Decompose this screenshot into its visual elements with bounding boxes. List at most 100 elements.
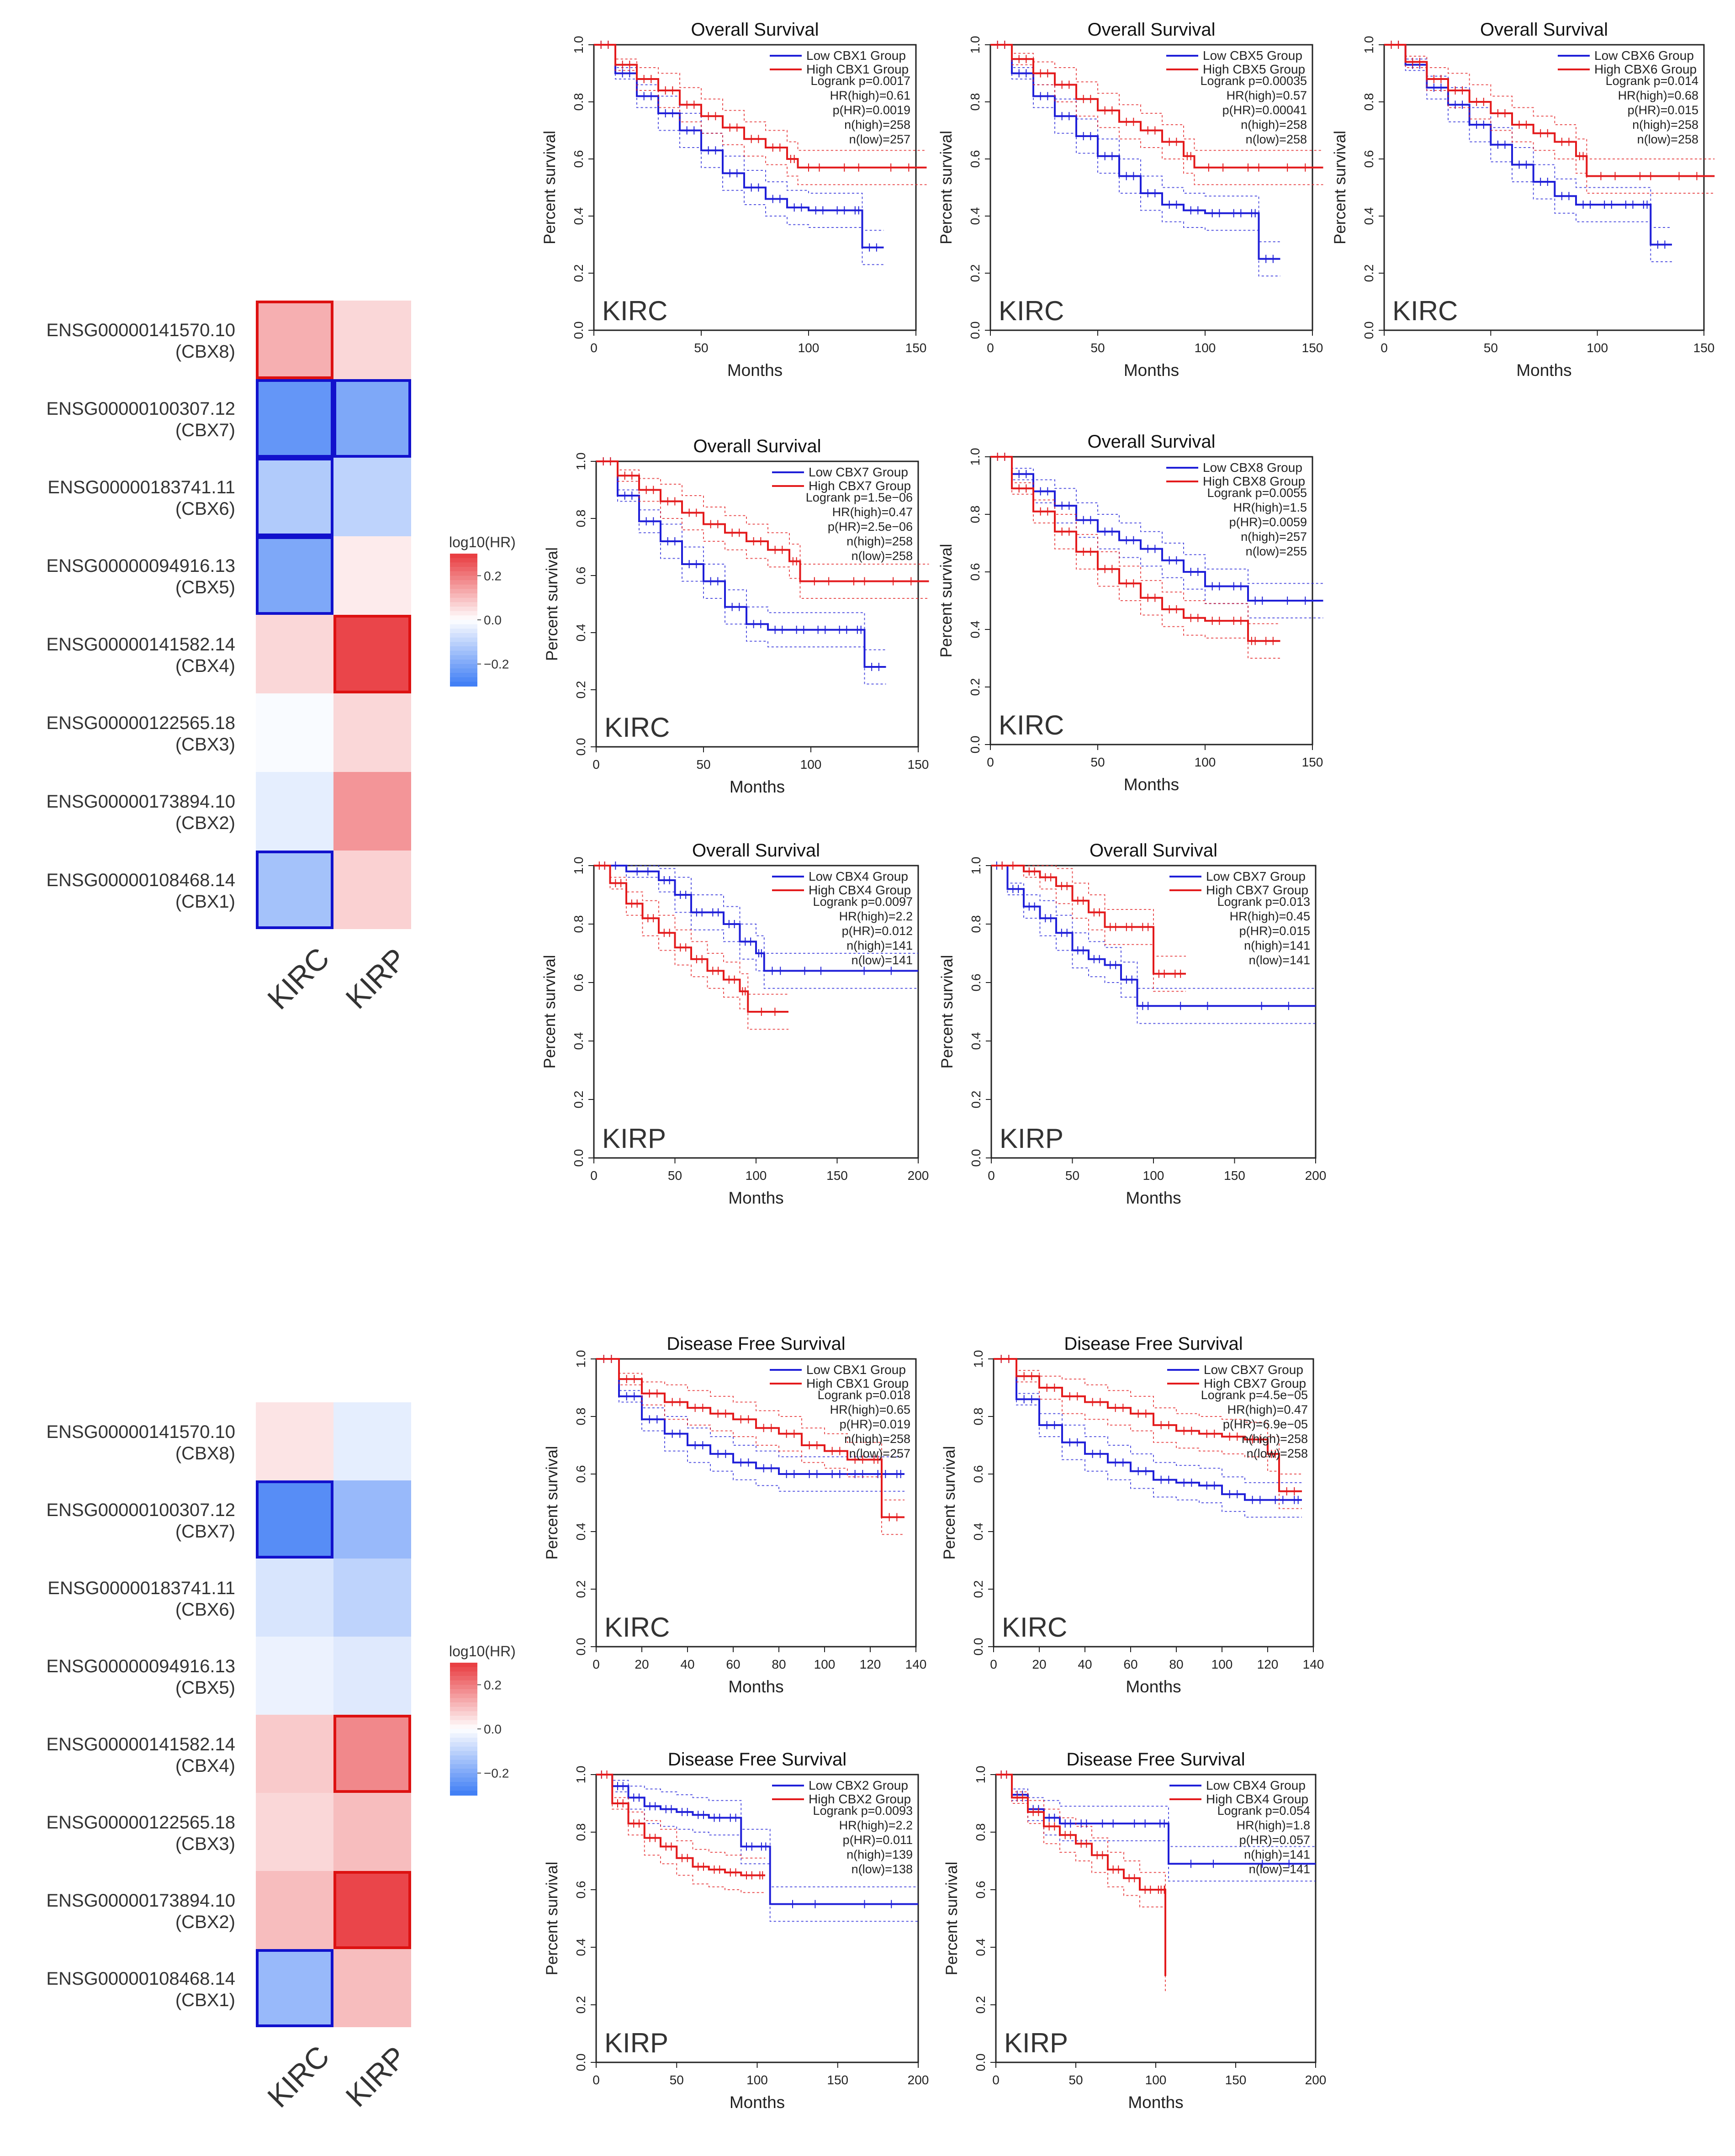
plot-frame: [1383, 44, 1705, 331]
y-tick-label: 0.8: [971, 1408, 985, 1426]
y-tick-label: 0.4: [971, 1523, 985, 1541]
colorbar-segment: [450, 1667, 477, 1672]
y-axis-label: Percent survival: [943, 1862, 961, 1976]
x-tick-label: 100: [1211, 1657, 1233, 1671]
colorbar-segment: [450, 1716, 477, 1721]
panel-title: Overall Survival: [1480, 20, 1608, 40]
confidence-band: [596, 1358, 905, 1501]
y-tick-label: 0.4: [968, 207, 982, 225]
survival-curve: [991, 865, 1186, 975]
survival-curve: [990, 456, 1280, 642]
stat-text: Logrank p=0.054: [1217, 1804, 1310, 1818]
colorbar-segment: [450, 1742, 477, 1747]
confidence-band: [994, 1358, 1302, 1483]
confidence-band: [594, 865, 918, 954]
colorbar-segment: [450, 554, 477, 559]
colorbar-tick-label: −0.2: [484, 1766, 509, 1781]
stat-text: HR(high)=0.68: [1618, 89, 1698, 102]
confidence-band: [1384, 44, 1715, 159]
y-axis-label: Percent survival: [937, 544, 955, 658]
x-tick-label: 0: [992, 2073, 1000, 2087]
y-tick-label: 0.6: [973, 1881, 988, 1899]
stat-text: Logrank p=0.0097: [813, 895, 913, 909]
colorbar-segment: [450, 1711, 477, 1716]
confidence-band: [996, 1774, 1166, 1993]
row-label-gene: (CBX1): [175, 1990, 235, 2010]
row-label-gene: (CBX5): [175, 577, 235, 597]
panel-title: Disease Free Survival: [668, 1749, 846, 1770]
panel-title: Disease Free Survival: [666, 1334, 845, 1354]
row-label-ensg: ENSG00000122565.18: [46, 713, 235, 733]
heatmap-cell: [333, 1559, 411, 1637]
legend-label: High CBX2 Group: [809, 1792, 911, 1806]
stat-text: HR(high)=0.65: [830, 1403, 910, 1416]
survival-curve: [990, 456, 1323, 602]
significance-box: [256, 301, 333, 379]
row-label-ensg: ENSG00000183741.11: [48, 1578, 235, 1598]
colorbar-segment: [450, 580, 477, 585]
x-tick-label: 0: [592, 2073, 600, 2087]
x-tick-label: 60: [726, 1657, 740, 1671]
cohort-tag: KIRP: [602, 1123, 666, 1154]
y-tick-label: 0.0: [571, 322, 586, 339]
legend-label: High CBX6 Group: [1594, 62, 1697, 76]
stat-text: HR(high)=1.5: [1233, 501, 1307, 514]
y-tick-label: 0.2: [969, 1091, 983, 1109]
legend-label: High CBX1 Group: [806, 62, 909, 76]
cohort-tag: KIRC: [999, 710, 1064, 740]
y-tick-label: 1.0: [1362, 36, 1376, 54]
colorbar-segment: [450, 1733, 477, 1739]
panel-title: Overall Survival: [693, 436, 821, 456]
significance-box: [256, 851, 333, 929]
y-tick-label: 0.0: [574, 738, 588, 756]
cohort-tag: KIRP: [1000, 1123, 1063, 1154]
x-tick-label: 150: [827, 2073, 848, 2087]
stat-text: n(low)=258: [1246, 132, 1307, 146]
heatmap-cell: [333, 772, 411, 851]
colorbar-segment: [450, 1689, 477, 1694]
heatmap-cell: [256, 1715, 333, 1793]
heatmap-cell: [256, 536, 333, 615]
y-tick-label: 0.2: [1362, 264, 1376, 282]
x-tick-label: 50: [1065, 1168, 1079, 1183]
y-tick-label: 0.4: [571, 1032, 586, 1050]
legend-label: Low CBX7 Group: [809, 465, 908, 479]
x-tick-label: 80: [772, 1657, 786, 1671]
legend-label: High CBX4 Group: [1206, 1792, 1308, 1806]
panel-title: Disease Free Survival: [1064, 1334, 1243, 1354]
stat-text: n(high)=141: [846, 939, 913, 952]
x-tick-label: 100: [746, 2073, 768, 2087]
heatmap-cell: [256, 851, 333, 929]
x-axis-label: Months: [1124, 361, 1179, 380]
stat-text: n(low)=141: [1249, 1862, 1310, 1876]
legend-label: High CBX1 Group: [806, 1376, 909, 1390]
y-tick-label: 0.0: [973, 2054, 988, 2071]
stat-text: n(high)=258: [844, 118, 910, 132]
y-axis-label: Percent survival: [543, 547, 561, 661]
y-axis-label: Percent survival: [543, 1862, 561, 1976]
heatmap-cell: [256, 1402, 333, 1480]
x-axis-label: Months: [1126, 1189, 1181, 1207]
x-tick-label: 140: [905, 1657, 927, 1671]
significance-box: [333, 1715, 411, 1793]
legend-label: Low CBX4 Group: [809, 869, 908, 883]
x-tick-label: 150: [1302, 341, 1323, 355]
colorbar-segment: [450, 611, 477, 616]
colorbar-segment: [450, 624, 477, 629]
survival-curve: [990, 44, 1280, 260]
y-tick-label: 0.8: [574, 1408, 588, 1426]
confidence-band: [594, 865, 918, 989]
heatmap-cell: [256, 1637, 333, 1715]
row-label-ensg: ENSG00000108468.14: [46, 1969, 235, 1989]
row-label-gene: (CBX5): [175, 1678, 235, 1698]
panel-title: Overall Survival: [1087, 20, 1215, 40]
x-tick-label: 200: [908, 1168, 929, 1183]
colorbar-segment: [450, 1760, 477, 1765]
heatmap-cell: [333, 379, 411, 458]
stat-text: p(HR)=0.015: [1239, 924, 1310, 938]
significance-box: [333, 1871, 411, 1949]
legend-label: Low CBX7 Group: [1206, 869, 1306, 883]
stat-text: n(high)=139: [846, 1848, 913, 1861]
x-tick-label: 150: [905, 341, 927, 355]
